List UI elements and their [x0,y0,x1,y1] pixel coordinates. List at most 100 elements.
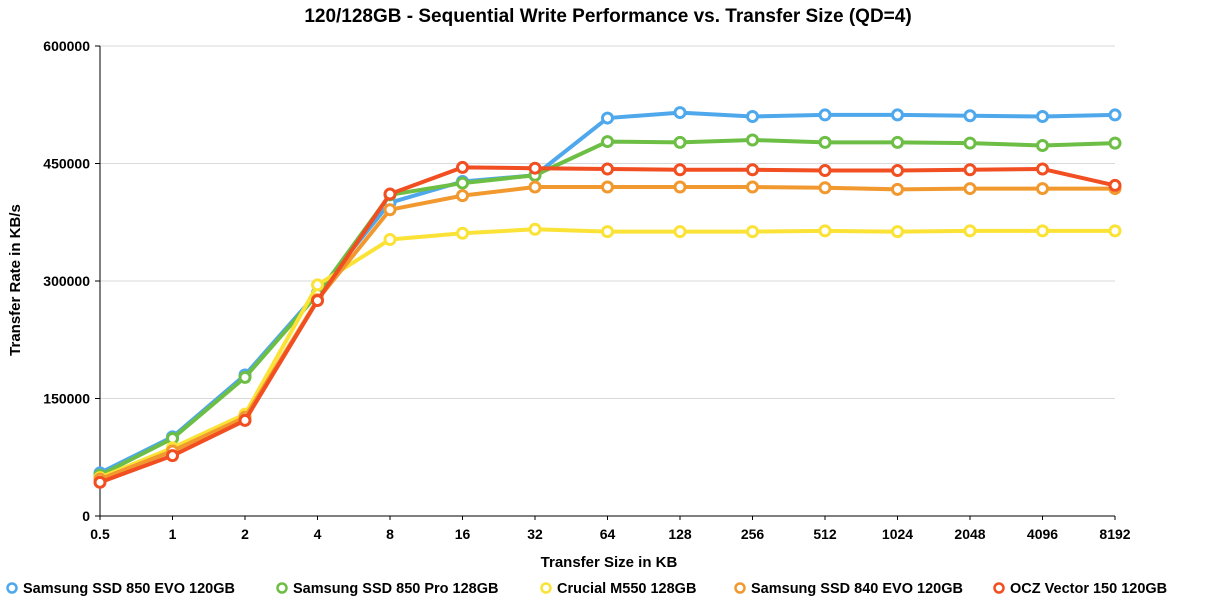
data-point [383,232,397,246]
legend-label: Samsung SSD 850 EVO 120GB [23,581,235,597]
data-point [1036,162,1049,176]
data-point [963,182,977,196]
x-tick-label: 1 [169,526,177,542]
legend: Samsung SSD 850 EVO 120GB Samsung SSD 850… [6,581,1167,597]
data-point [601,135,614,149]
series-line [98,165,1117,485]
y-tick-label: 300000 [43,273,90,289]
data-point [746,163,759,177]
legend-label: Samsung SSD 840 EVO 120GB [751,581,963,597]
data-point [891,135,904,149]
x-tick-label: 8192 [1099,526,1130,542]
legend-item: Samsung SSD 850 EVO 120GB [6,581,235,597]
chart-title: 120/128GB - Sequential Write Performance… [304,6,911,27]
data-point [1108,108,1122,122]
data-point [818,181,832,195]
data-point [238,413,252,427]
data-point [746,225,759,239]
legend-marker [540,582,552,594]
x-tick-label: 128 [668,526,692,542]
data-point [456,189,469,203]
y-tick-label: 600000 [43,38,90,54]
data-point [93,475,107,489]
data-point [456,160,469,174]
x-tick-label: 4 [314,526,322,542]
data-point [528,222,542,236]
data-point [166,449,179,463]
legend-item: Crucial M550 128GB [540,581,696,597]
data-point [383,187,397,201]
legend-item: Samsung SSD 840 EVO 120GB [734,581,963,597]
x-tick-label: 2048 [954,526,985,542]
series-group [93,106,1122,489]
data-point [311,294,324,308]
data-point [963,224,977,238]
grid-lines [100,45,1115,399]
data-point [601,111,614,125]
data-point [1036,110,1049,123]
x-tick-label: 0.5 [90,526,110,542]
data-point [601,225,614,239]
data-point [891,225,904,239]
x-axis-ticks: 0.5 1 2 4 8 16 32 64 128 256 512 1024 2048 4096 8192 [90,516,1131,542]
y-axis-label: Transfer Rate in KB/s [7,204,24,356]
data-point [1108,224,1122,238]
data-point [1108,136,1122,150]
x-tick-label: 2 [241,526,249,542]
data-point [601,162,614,176]
data-point [818,108,832,122]
data-point [891,164,904,178]
data-point [963,109,977,123]
data-point [673,135,687,149]
y-tick-label: 450000 [43,156,90,172]
legend-marker [734,582,746,594]
x-tick-label: 512 [813,526,837,542]
data-point [1108,178,1122,192]
x-tick-label: 8 [386,526,394,542]
x-tick-label: 64 [600,526,616,542]
data-point [238,370,252,384]
data-point [891,182,904,196]
data-point [311,278,324,292]
legend-marker [993,582,1005,594]
data-point [673,106,687,120]
series-line [98,227,1117,480]
data-point [963,163,977,177]
legend-label: Crucial M550 128GB [557,581,696,597]
data-point [963,136,977,150]
y-tick-label: 0 [82,508,90,524]
data-point [673,225,687,239]
data-point [1036,182,1049,196]
data-point [1036,224,1049,238]
data-point [1036,138,1049,152]
data-point [673,163,687,177]
data-point [673,180,687,194]
data-point [528,161,542,175]
legend-marker [6,582,18,594]
x-tick-label: 4096 [1027,526,1058,542]
data-point [746,110,759,123]
x-tick-label: 32 [527,526,543,542]
x-tick-label: 256 [741,526,765,542]
x-tick-label: 1024 [882,526,913,542]
y-axis-ticks: 0 150000 300000 450000 600000 [43,38,100,524]
data-point [746,180,759,194]
data-point [818,135,832,149]
series-3 [93,222,1122,485]
data-point [456,226,469,240]
data-point [746,133,759,147]
legend-label: Samsung SSD 850 Pro 128GB [293,581,499,597]
data-point [456,176,469,190]
x-tick-label: 16 [455,526,471,542]
data-point [383,203,397,217]
legend-marker [276,582,288,594]
legend-label: OCZ Vector 150 120GB [1010,581,1167,597]
y-tick-label: 150000 [43,391,90,407]
legend-item: Samsung SSD 850 Pro 128GB [276,581,499,597]
data-point [891,108,904,122]
data-point [601,180,614,194]
legend-item: OCZ Vector 150 120GB [993,581,1167,597]
series-5 [93,160,1122,489]
data-point [818,164,832,178]
